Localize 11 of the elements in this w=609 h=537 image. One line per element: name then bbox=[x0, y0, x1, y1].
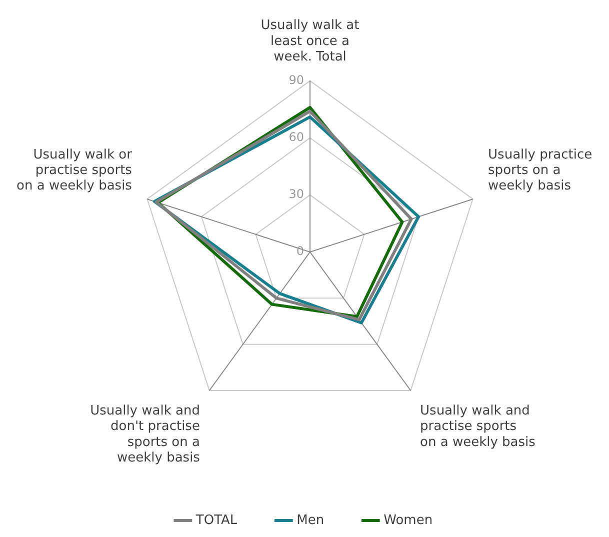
spoke-label: Usually practice sports on a weekly basis bbox=[488, 148, 592, 194]
legend-label: Women bbox=[384, 512, 433, 528]
y-tick-label: 60 bbox=[288, 130, 304, 144]
y-tick-label: 90 bbox=[288, 72, 304, 87]
legend-label: Men bbox=[296, 512, 324, 528]
y-tick-label: 30 bbox=[288, 187, 304, 202]
spoke-label: Usually walk at least once a week. Total bbox=[260, 18, 360, 64]
spoke-label: Usually walk and practise sports on a weekly basis bbox=[420, 404, 536, 450]
legend-label: TOTAL bbox=[194, 512, 238, 528]
spoke-label: Usually walk or practise sports on a weekly basis bbox=[16, 148, 133, 194]
spoke-label: Usually walk and don't practise sports on a weekly basis bbox=[90, 404, 200, 466]
